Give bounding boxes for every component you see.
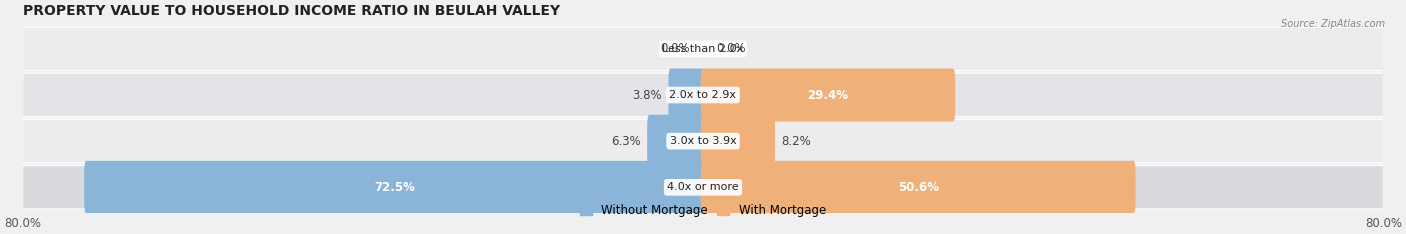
Text: 8.2%: 8.2% bbox=[782, 135, 811, 148]
FancyBboxPatch shape bbox=[22, 120, 1384, 163]
FancyBboxPatch shape bbox=[668, 69, 706, 121]
Text: 72.5%: 72.5% bbox=[374, 181, 415, 194]
Text: Less than 2.0x: Less than 2.0x bbox=[662, 44, 744, 54]
FancyBboxPatch shape bbox=[22, 166, 1384, 209]
Text: 29.4%: 29.4% bbox=[807, 88, 848, 102]
FancyBboxPatch shape bbox=[22, 73, 1384, 117]
Text: 3.8%: 3.8% bbox=[633, 88, 662, 102]
Text: 6.3%: 6.3% bbox=[612, 135, 641, 148]
Text: PROPERTY VALUE TO HOUSEHOLD INCOME RATIO IN BEULAH VALLEY: PROPERTY VALUE TO HOUSEHOLD INCOME RATIO… bbox=[22, 4, 560, 18]
Text: 4.0x or more: 4.0x or more bbox=[668, 182, 738, 192]
FancyBboxPatch shape bbox=[700, 161, 1136, 214]
Text: Source: ZipAtlas.com: Source: ZipAtlas.com bbox=[1281, 19, 1385, 29]
Text: 0.0%: 0.0% bbox=[661, 42, 690, 55]
FancyBboxPatch shape bbox=[700, 115, 775, 168]
FancyBboxPatch shape bbox=[700, 69, 955, 121]
FancyBboxPatch shape bbox=[647, 115, 706, 168]
FancyBboxPatch shape bbox=[84, 161, 706, 214]
Text: 2.0x to 2.9x: 2.0x to 2.9x bbox=[669, 90, 737, 100]
FancyBboxPatch shape bbox=[22, 27, 1384, 71]
Text: 0.0%: 0.0% bbox=[716, 42, 745, 55]
Text: 50.6%: 50.6% bbox=[897, 181, 939, 194]
Legend: Without Mortgage, With Mortgage: Without Mortgage, With Mortgage bbox=[575, 199, 831, 222]
Text: 3.0x to 3.9x: 3.0x to 3.9x bbox=[669, 136, 737, 146]
